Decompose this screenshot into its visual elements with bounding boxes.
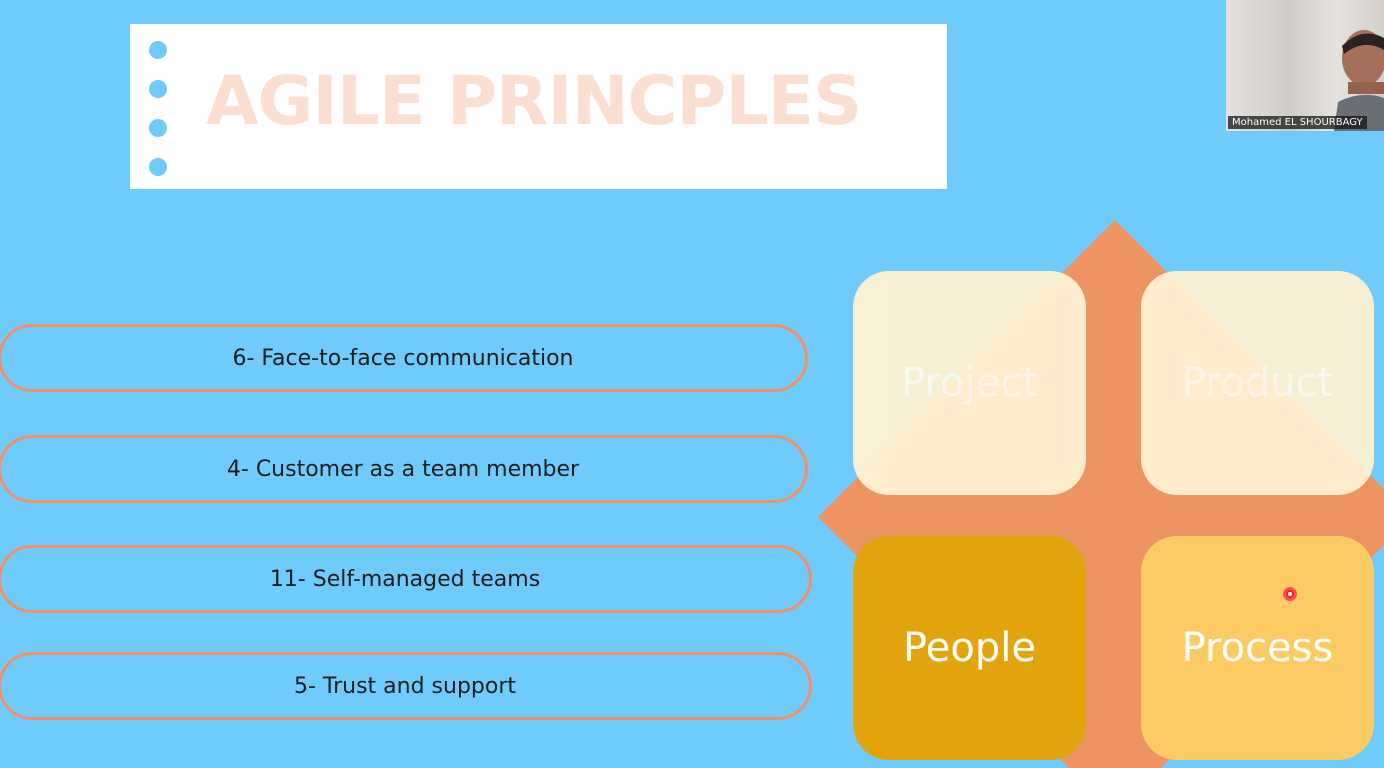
quadrant-people: People bbox=[853, 536, 1086, 760]
agile-quadrant-diagram: Project Product People Process bbox=[800, 200, 1384, 768]
slide-title: AGILE PRINCPLES bbox=[206, 62, 862, 141]
quadrant-project: Project bbox=[853, 271, 1086, 495]
participant-video-tile[interactable]: Mohamed EL SHOURBAGY bbox=[1226, 0, 1384, 131]
bullet-dot-icon bbox=[149, 119, 167, 137]
quadrant-process: Process bbox=[1141, 536, 1374, 760]
quadrant-label: Project bbox=[901, 360, 1038, 406]
principle-label: 4- Customer as a team member bbox=[226, 456, 580, 482]
principle-label: 5- Trust and support bbox=[293, 673, 517, 699]
participant-video-icon bbox=[1334, 30, 1384, 131]
principle-label: 11- Self-managed teams bbox=[269, 566, 541, 592]
principle-pill: 6- Face-to-face communication bbox=[0, 324, 808, 392]
participant-name-label: Mohamed EL SHOURBAGY bbox=[1228, 116, 1367, 129]
principle-pill: 11- Self-managed teams bbox=[0, 545, 812, 613]
quadrant-label: Process bbox=[1181, 625, 1334, 671]
quadrant-label: People bbox=[903, 625, 1036, 671]
title-card: AGILE PRINCPLES bbox=[130, 24, 947, 189]
principle-label: 6- Face-to-face communication bbox=[232, 345, 574, 371]
principle-pill: 4- Customer as a team member bbox=[0, 435, 808, 503]
bullet-dot-icon bbox=[149, 80, 167, 98]
laser-pointer-icon bbox=[1283, 587, 1297, 601]
bullet-dot-icon bbox=[149, 158, 167, 176]
quadrant-product: Product bbox=[1141, 271, 1374, 495]
quadrant-label: Product bbox=[1181, 360, 1334, 406]
principle-pill: 5- Trust and support bbox=[0, 652, 812, 720]
bullet-dot-icon bbox=[149, 41, 167, 59]
